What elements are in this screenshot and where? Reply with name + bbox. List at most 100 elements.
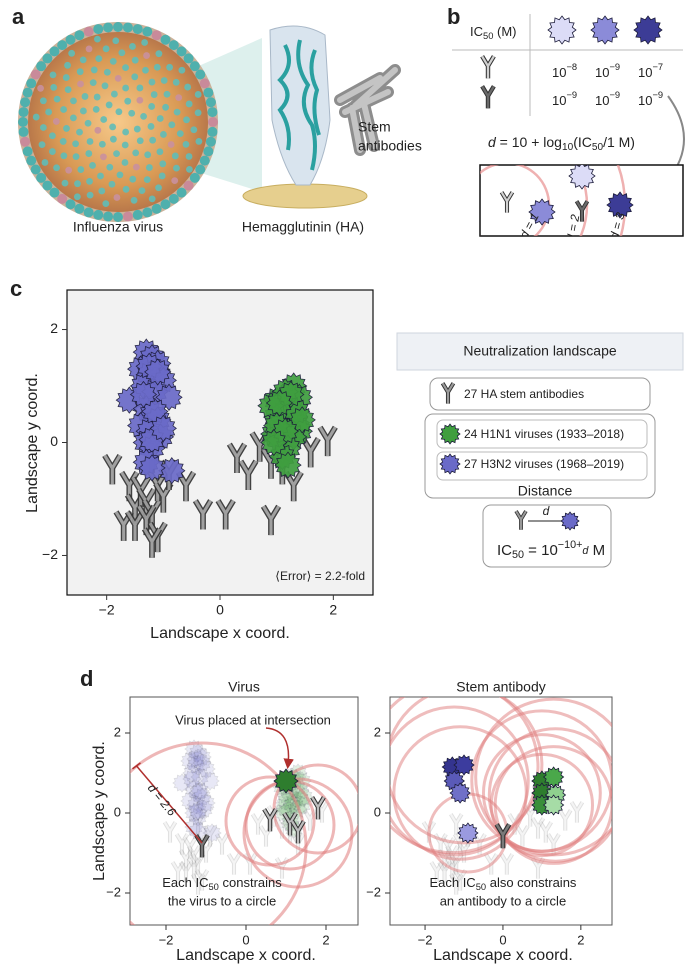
spike [131, 56, 139, 64]
spike [195, 164, 206, 175]
plot-area [66, 289, 374, 596]
annotation-part: Each IC [429, 875, 475, 890]
spike [167, 141, 175, 148]
spike [132, 163, 140, 171]
antibody [317, 425, 338, 457]
spike [151, 203, 162, 214]
spike [132, 149, 140, 157]
table-cell-part: 10 [552, 65, 566, 80]
antibody-fill [228, 443, 246, 474]
spike [112, 37, 120, 45]
faded-antibody-outline [226, 853, 242, 875]
spike [18, 126, 29, 137]
y-tick-label: −2 [106, 884, 121, 899]
faded-antibody [499, 853, 514, 875]
spike [186, 165, 193, 173]
spike [109, 123, 117, 131]
spike [151, 30, 162, 41]
faded-virus [192, 787, 212, 807]
faded-antibody-outline [558, 809, 573, 831]
spike [101, 82, 109, 90]
spike [42, 180, 53, 191]
spike [122, 211, 133, 222]
spike [73, 193, 81, 201]
spike [173, 108, 181, 116]
faded-antibody-fill [227, 853, 241, 875]
faded-antibody-fill [251, 813, 265, 835]
spike [18, 117, 28, 127]
faded-virus [172, 773, 192, 793]
spike [68, 49, 76, 57]
faded-virus [196, 793, 216, 813]
antibody-fill [194, 499, 212, 530]
antibody [102, 453, 123, 485]
table-cell-part: 10 [595, 93, 609, 108]
spike [121, 141, 129, 149]
spike [52, 118, 60, 125]
faded-virus [188, 743, 208, 763]
faded-antibody-fill [195, 869, 209, 891]
faded-antibody [190, 813, 206, 835]
spike [36, 172, 47, 183]
distance-title: Distance [518, 483, 573, 499]
antibody-fill [103, 454, 122, 485]
table-cell-part: −9 [609, 90, 620, 100]
faded-antibody-fill [183, 837, 197, 859]
spike [175, 94, 183, 102]
spike [121, 159, 129, 166]
spike [70, 97, 77, 105]
faded-virus [188, 807, 208, 827]
table-cell: 10−9 [595, 62, 620, 80]
table-cell: 10−9 [595, 90, 620, 108]
spike [103, 211, 114, 222]
spike [103, 68, 111, 76]
annotation: Virus placed at intersection [175, 712, 331, 727]
faded-antibody-fill [449, 873, 463, 895]
faded-antibody [226, 853, 242, 875]
spike [49, 46, 60, 57]
faded-antibody [186, 857, 202, 879]
spike [203, 87, 214, 98]
faded-antibody-outline [214, 833, 230, 855]
spike [203, 146, 214, 157]
spike [109, 135, 117, 143]
spike [138, 187, 146, 195]
spike [100, 153, 107, 161]
faded-antibody-fill [539, 821, 553, 843]
spike [182, 141, 190, 148]
spike [183, 116, 190, 124]
spike [39, 97, 47, 105]
constraint-circle [390, 697, 540, 855]
table-header: IC50 (M) [470, 24, 517, 41]
legend-marker-fill [441, 382, 455, 404]
table-cell-part: −9 [566, 90, 577, 100]
distance-line [135, 765, 203, 844]
panel-label: b [447, 4, 460, 29]
spike [57, 193, 68, 204]
spike [208, 117, 218, 127]
spike [74, 180, 81, 188]
distance-cap [132, 762, 141, 770]
spike [98, 140, 106, 148]
spike [65, 199, 76, 210]
y-tick-label: 0 [50, 433, 58, 449]
y-tick-label: 2 [114, 724, 121, 739]
spike [85, 150, 93, 157]
faded-antibody-fill [187, 845, 201, 867]
spike [97, 172, 104, 180]
spike [133, 125, 141, 133]
spike [115, 108, 123, 116]
y-tick-label: 0 [374, 804, 381, 819]
spike [30, 69, 41, 80]
spike [100, 116, 108, 123]
faded-virus [190, 781, 210, 801]
spike [20, 136, 31, 147]
annotation: an antibody to a circle [440, 893, 566, 908]
faded-antibody [178, 849, 194, 871]
faded-antibody [178, 861, 194, 883]
x-tick-label: 0 [216, 602, 224, 618]
x-axis-label: Landscape x coord. [150, 625, 290, 642]
spike [155, 184, 162, 192]
spike [160, 199, 171, 210]
faded-antibody-outline [569, 801, 585, 823]
